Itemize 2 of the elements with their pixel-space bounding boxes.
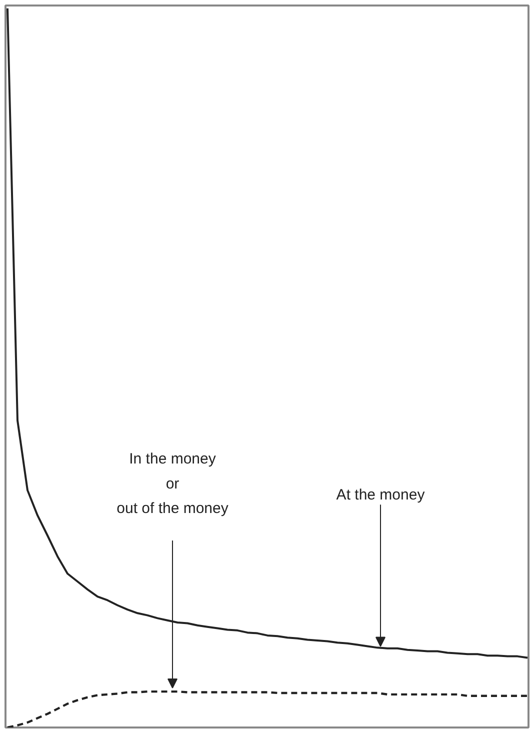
annotation: In the money or out of the money <box>116 450 229 517</box>
annotation: At the money <box>336 486 426 504</box>
